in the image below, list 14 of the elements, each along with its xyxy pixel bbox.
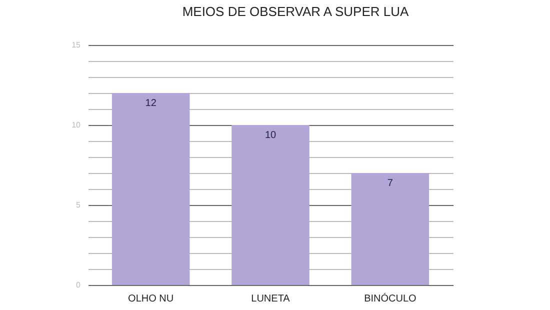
bar [112, 93, 190, 285]
x-tick-label: LUNETA [251, 294, 290, 304]
bar [351, 173, 430, 285]
data-label: 12 [145, 98, 157, 109]
x-tick-label: OLHO NU [128, 294, 174, 304]
bar [232, 125, 310, 285]
y-tick-label: 0 [76, 280, 82, 290]
x-tick-label: BINÓCULO [364, 292, 417, 304]
chart-title: MEIOS DE OBSERVAR A SUPER LUA [182, 4, 410, 19]
data-label: 7 [387, 178, 394, 189]
data-label: 10 [264, 130, 276, 141]
y-tick-label: 15 [72, 40, 82, 50]
y-tick-label: 10 [72, 120, 82, 130]
y-tick-label: 5 [76, 200, 82, 210]
